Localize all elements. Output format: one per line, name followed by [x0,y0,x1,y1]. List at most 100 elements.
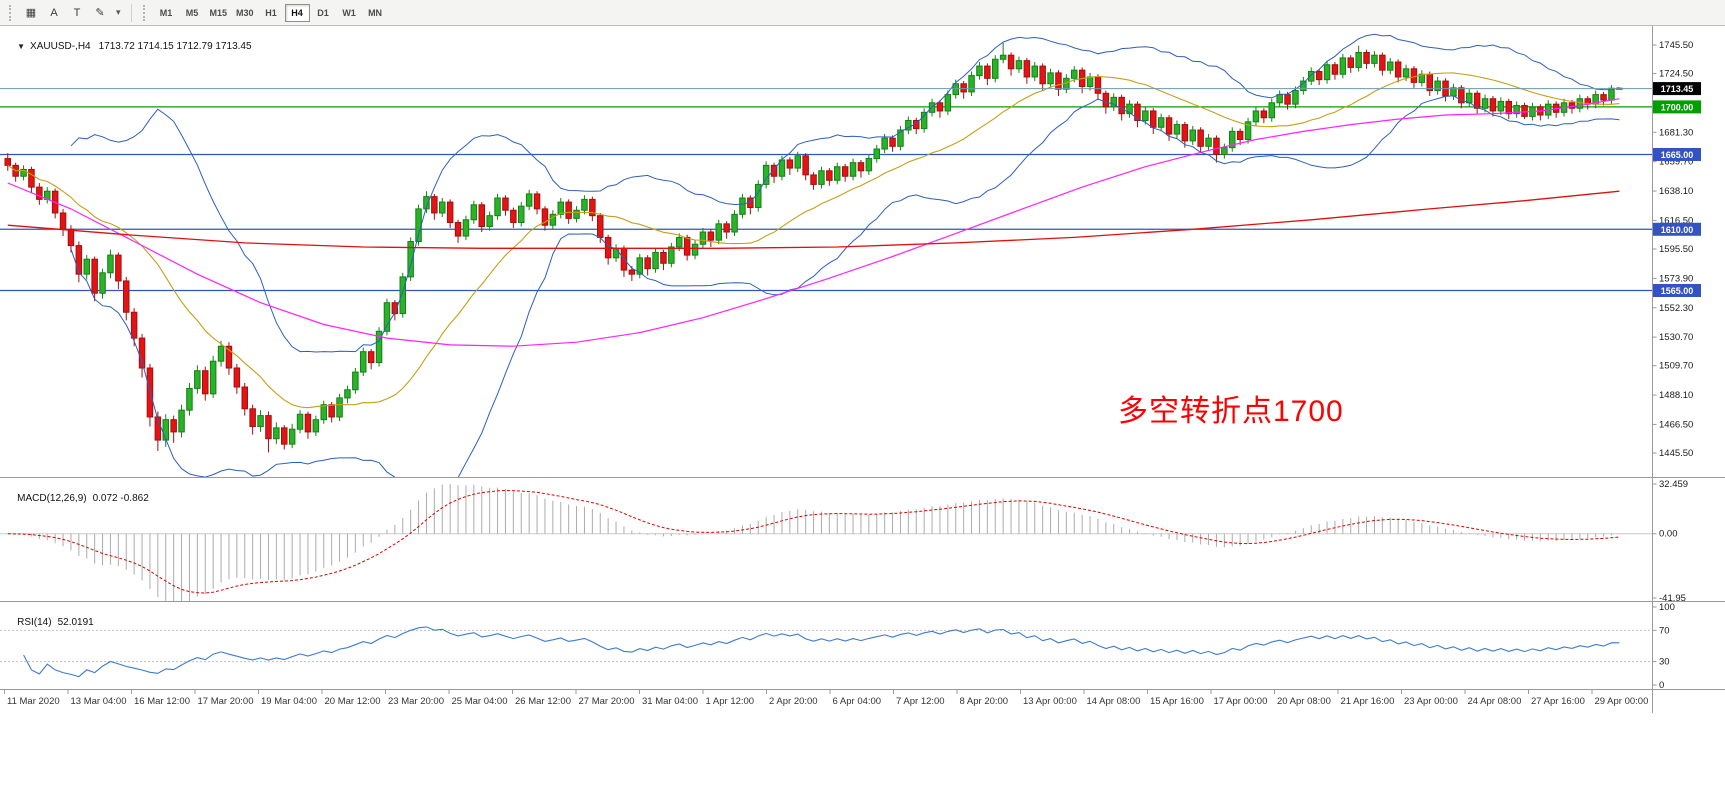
svg-text:1724.50: 1724.50 [1659,69,1693,80]
chart-canvas[interactable]: 1745.50 1724.50 1681.30 1659.70 1638.10 1616.… [0,26,1725,789]
rsi-axis-label: 30 [1659,657,1670,668]
timeframe-button-m1[interactable]: M1 [154,4,179,22]
macd-histogram [15,483,1620,601]
chart-annotation-text[interactable]: 多空转折点1700 [1118,395,1344,428]
macd-axis-label: -41.95 [1659,593,1686,604]
timeframe-button-h4[interactable]: H4 [284,3,310,22]
rsi-value: 52.0191 [57,617,94,628]
price-tag-1665.00: 1665.00 [1653,147,1701,161]
toolbar-grip[interactable] [9,4,14,21]
price-tag-1610.00: 1610.00 [1653,222,1701,236]
svg-text:27 Mar 20:00: 27 Mar 20:00 [579,696,635,707]
axes-layer[interactable]: 1745.50 1724.50 1681.30 1659.70 1638.10 1616.… [0,26,1725,713]
macd-signal-line [7,489,1620,594]
svg-text:1552.30: 1552.30 [1659,303,1693,314]
svg-text:1445.50: 1445.50 [1659,448,1693,459]
price-tag-1713.45: 1713.45 [1653,82,1701,96]
draw-tool-icon[interactable]: ✎ [89,3,111,23]
svg-text:13 Apr 00:00: 13 Apr 00:00 [1023,696,1077,707]
svg-text:1713.45: 1713.45 [1661,84,1694,94]
ohlc-values: 1713.72 1714.15 1712.79 1713.45 [98,41,252,52]
tools-dropdown-caret-icon[interactable]: ▾ [112,3,125,23]
rsi-axis-label: 70 [1659,625,1670,636]
svg-text:1 Apr 12:00: 1 Apr 12:00 [706,696,755,707]
toolbar-grip-timeframes[interactable] [142,4,148,21]
ma-slow-line [7,190,1620,249]
macd-indicator-label: MACD(12,26,9) 0.072 -0.862 [6,482,149,515]
svg-text:1700.00: 1700.00 [1661,102,1694,112]
chart-windows-icon[interactable]: ▦ [20,3,42,23]
svg-text:17 Mar 20:00: 17 Mar 20:00 [198,696,254,707]
price-tag-1565.00: 1565.00 [1653,283,1701,297]
macd-axis-label: 32.459 [1659,479,1688,490]
svg-text:19 Mar 04:00: 19 Mar 04:00 [261,696,317,707]
svg-text:11 Mar 2020: 11 Mar 2020 [7,696,60,707]
price-tag-1700.00: 1700.00 [1653,100,1701,114]
rsi-title: RSI(14) [17,617,52,628]
svg-text:29 Apr 00:00: 29 Apr 00:00 [1595,696,1649,707]
svg-text:1665.00: 1665.00 [1661,150,1694,160]
data-window-toggle-icon[interactable]: ▼ [17,42,26,51]
svg-text:1745.50: 1745.50 [1659,40,1693,51]
svg-text:31 Mar 04:00: 31 Mar 04:00 [642,696,698,707]
timeframe-button-mn[interactable]: MN [363,4,388,22]
ma-mid-line [7,98,1620,347]
time-axis-labels[interactable]: 11 Mar 2020 13 Mar 04:00 16 Mar 12:00 17 Ma… [4,690,1649,707]
rsi-indicator-label: RSI(14) 52.0191 [6,606,94,639]
svg-text:25 Mar 04:00: 25 Mar 04:00 [452,696,508,707]
svg-text:26 Mar 12:00: 26 Mar 12:00 [515,696,571,707]
svg-text:15 Apr 16:00: 15 Apr 16:00 [1150,696,1204,707]
svg-text:1509.70: 1509.70 [1659,361,1693,372]
svg-text:2 Apr 20:00: 2 Apr 20:00 [769,696,818,707]
bollinger-lower-band [70,95,1620,477]
macd-title: MACD(12,26,9) [17,493,87,504]
ma-fast-line [7,72,1620,409]
svg-text:1595.50: 1595.50 [1659,244,1693,255]
timeframe-button-d1[interactable]: D1 [311,4,336,22]
rsi-pane[interactable] [0,626,1652,678]
timeframe-button-w1[interactable]: W1 [337,4,362,22]
svg-text:1573.90: 1573.90 [1659,273,1693,284]
svg-text:7 Apr 12:00: 7 Apr 12:00 [896,696,945,707]
svg-text:1530.70: 1530.70 [1659,332,1693,343]
svg-text:1610.00: 1610.00 [1661,225,1694,235]
rsi-axis-label: 0 [1659,680,1664,691]
svg-text:23 Apr 00:00: 23 Apr 00:00 [1404,696,1458,707]
macd-axis-label: 0.00 [1659,529,1678,540]
svg-text:24 Apr 08:00: 24 Apr 08:00 [1468,696,1522,707]
text-tool-icon[interactable]: T [66,3,88,23]
svg-text:1659.70: 1659.70 [1659,157,1693,168]
candles-layer [4,42,1623,453]
svg-text:14 Apr 08:00: 14 Apr 08:00 [1087,696,1141,707]
timeframe-button-h1[interactable]: H1 [259,4,284,22]
svg-text:20 Apr 08:00: 20 Apr 08:00 [1277,696,1331,707]
svg-text:1488.10: 1488.10 [1659,390,1693,401]
svg-text:1616.50: 1616.50 [1659,215,1693,226]
svg-text:16 Mar 12:00: 16 Mar 12:00 [134,696,190,707]
macd-pane[interactable] [0,483,1652,604]
timeframe-button-m15[interactable]: M15 [206,4,232,22]
toolbar-separator [130,3,132,22]
svg-text:21 Apr 16:00: 21 Apr 16:00 [1341,696,1395,707]
svg-text:1681.30: 1681.30 [1659,127,1693,138]
svg-text:1638.10: 1638.10 [1659,186,1693,197]
svg-text:23 Mar 20:00: 23 Mar 20:00 [388,696,444,707]
svg-text:20 Mar 12:00: 20 Mar 12:00 [325,696,381,707]
bollinger-upper-band [70,33,1620,353]
svg-text:6 Apr 04:00: 6 Apr 04:00 [833,696,882,707]
price-axis-labels[interactable]: 1745.50 1724.50 1681.30 1659.70 1638.10 1616.… [1652,40,1694,459]
rsi-axis-label: 100 [1659,602,1675,613]
chart-window[interactable]: 1745.50 1724.50 1681.30 1659.70 1638.10 1616.… [0,26,1725,789]
svg-text:27 Apr 16:00: 27 Apr 16:00 [1531,696,1585,707]
timeframe-button-m5[interactable]: M5 [180,4,205,22]
rsi-line [23,626,1620,678]
main-price-pane[interactable] [0,33,1652,506]
cursor-tool-icon[interactable]: A [43,3,65,23]
timeframe-button-m30[interactable]: M30 [232,4,258,22]
svg-text:1466.50: 1466.50 [1659,419,1693,430]
svg-text:17 Apr 00:00: 17 Apr 00:00 [1214,696,1268,707]
macd-values: 0.072 -0.862 [92,493,149,504]
svg-text:8 Apr 20:00: 8 Apr 20:00 [960,696,1009,707]
toolbar: ▦ A T ✎ ▾ M1 M5 M15 M30 H1 H4 D1 W1 MN [0,0,1725,26]
svg-text:13 Mar 04:00: 13 Mar 04:00 [71,696,127,707]
